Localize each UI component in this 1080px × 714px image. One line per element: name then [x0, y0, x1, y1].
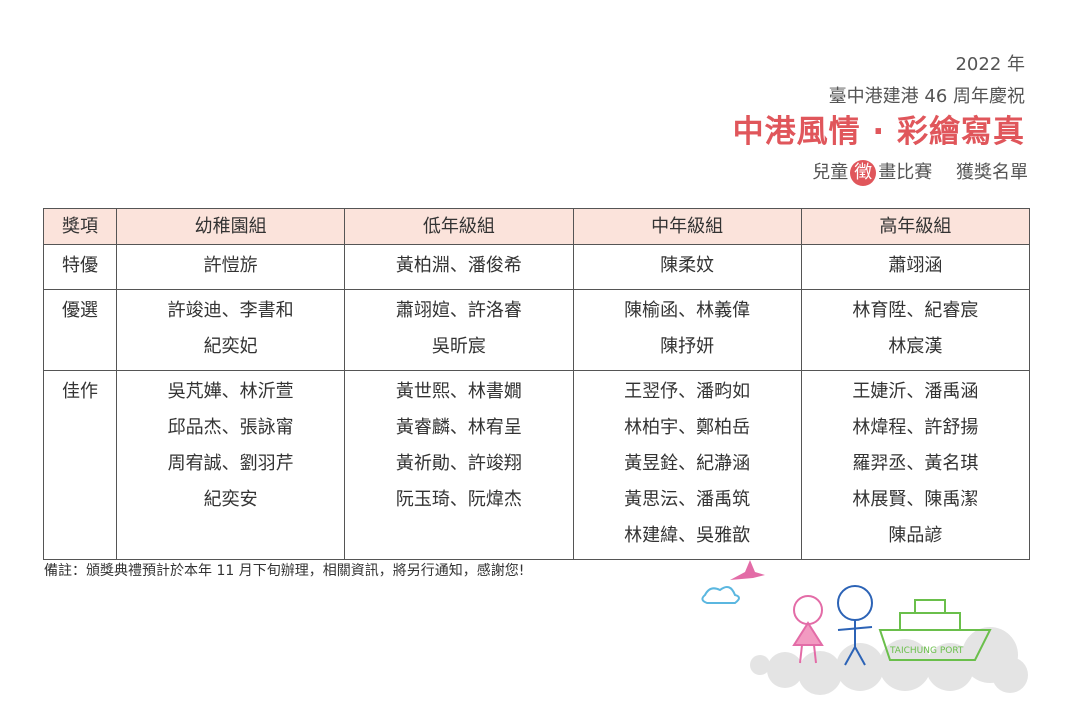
event-prefix: 兒童: [812, 162, 849, 183]
winner-names: 陳品諺: [888, 525, 943, 546]
winner-names: 許竣迪、李書和: [167, 300, 294, 321]
winner-cell: 蕭翊涵: [800, 244, 1031, 290]
winner-cell: 吳芃嬅、林沂萱 邱品杰、張詠甯 周宥誠、劉羽芹 紀奕安: [115, 370, 346, 560]
winner-cell: 蕭翊媗、許洛睿 吳昕宸: [344, 289, 574, 371]
winner-names: 許愷旂: [203, 255, 258, 276]
award-table: 獎項 幼稚園組 低年級組 中年級組 高年級組 特優 許愷旂 黃柏淵、潘俊希 陳柔妏 蕭翊涵 優選許…: [43, 208, 1031, 560]
winner-names: 林煒程、許舒揚: [852, 417, 979, 438]
winner-names: 黃睿麟、林宥呈: [395, 417, 522, 438]
winner-names: 王婕沂、潘禹涵: [852, 381, 979, 402]
winner-cell: 許愷旂: [115, 244, 346, 290]
note: 備註：頒獎典禮預計於本年 11 月下旬辦理，相關資訊，將另行通知，感謝您!: [44, 563, 525, 579]
table-row: 優選 許竣迪、李書和 紀奕妃 蕭翊媗、許洛睿 吳昕宸 陳榆函、林義偉 陳抒妍 林育陞、紀睿宸林…: [43, 289, 1031, 371]
winner-cell: 陳榆函、林義偉 陳抒妍: [572, 289, 802, 371]
award-cell: 佳作: [43, 370, 117, 560]
winner-names: 王翌伃、潘畇如: [624, 381, 751, 402]
winner-cell: 陳柔妏: [572, 244, 802, 290]
winner-names: 蕭翊涵: [888, 255, 943, 276]
winner-names: 邱品杰、張詠甯: [167, 417, 294, 438]
list-label: 獲獎名單: [956, 162, 1028, 183]
event-suffix: 畫比賽: [878, 162, 933, 183]
table-body: 特優 許愷旂 黃柏淵、潘俊希 陳柔妏 蕭翊涵 優選 許竣迪、李書和 紀奕妃 蕭翊媗、許洛睿 吳昕宸…: [43, 244, 1031, 560]
header-row: 獎項 幼稚園組 低年級組 中年級組 高年級組: [43, 208, 1031, 245]
winner-names: 林育陞、紀睿宸: [852, 300, 979, 321]
illustration-label: TAICHUNG PORT: [889, 646, 964, 656]
winner-cell: 黃柏淵、潘俊希: [344, 244, 574, 290]
winner-cell: 王婕沂、潘禹涵 林煒程、許舒揚 羅羿丞、黃名琪 林展賢、陳禹潔 陳品諺: [800, 370, 1031, 560]
title: 中港風情 · 彩繪寫真: [732, 114, 1025, 150]
winner-names: 阮玉琦、阮煒杰: [395, 489, 522, 510]
winner-names: 紀奕妃: [203, 336, 258, 357]
winner-names: 林展賢、陳禹潔: [852, 489, 979, 510]
winner-names: 林柏宇、鄭柏岳: [624, 417, 751, 438]
year: 2022 年: [955, 54, 1025, 75]
event-line: 兒童徵畫比賽 獲獎名單: [812, 158, 1028, 186]
winner-names: 吳芃嬅、林沂萱: [167, 381, 294, 402]
winner-names: 紀奕安: [203, 489, 258, 510]
winner-names: 陳榆函、林義偉: [624, 300, 751, 321]
award-cell: 優選: [43, 289, 117, 371]
winner-names: 陳柔妏: [660, 255, 715, 276]
table-row: 特優 許愷旂 黃柏淵、潘俊希 陳柔妏 蕭翊涵: [43, 244, 1031, 290]
winner-names: 吳昕宸: [431, 336, 486, 357]
subtitle: 臺中港建港 46 周年慶祝: [828, 86, 1025, 107]
winner-cell: 許竣迪、李書和 紀奕妃: [115, 289, 346, 371]
winner-names: 林建緯、吳雅歆: [624, 525, 751, 546]
winner-names: 蕭翊媗、許洛睿: [395, 300, 522, 321]
event-badge: 徵: [850, 160, 877, 186]
award-cell: 特優: [43, 244, 117, 290]
column-header: 低年級組: [344, 208, 574, 245]
column-header: 高年級組: [800, 208, 1031, 245]
column-header: 幼稚園組: [115, 208, 346, 245]
winner-names: 黃思沄、潘禹筑: [624, 489, 751, 510]
column-header: 中年級組: [572, 208, 802, 245]
illustration: TAICHUNG PORT: [701, 560, 1028, 695]
winner-names: 黃柏淵、潘俊希: [395, 255, 522, 276]
column-header: 獎項: [43, 208, 117, 245]
winner-names: 林宸漢: [888, 336, 943, 357]
winner-cell: 林育陞、紀睿宸 林宸漢: [800, 289, 1031, 371]
winner-names: 黃昱銓、紀瀞涵: [624, 453, 751, 474]
winner-names: 黃祈勛、許竣翔: [395, 453, 522, 474]
winner-names: 周宥誠、劉羽芹: [167, 453, 294, 474]
winner-names: 陳抒妍: [660, 336, 715, 357]
winner-cell: 王翌伃、潘畇如 林柏宇、鄭柏岳 黃昱銓、紀瀞涵 黃思沄、潘禹筑 林建緯、吳雅歆: [572, 370, 802, 560]
winner-cell: 黃世熙、林書嫺 黃睿麟、林宥呈 黃祈勛、許竣翔 阮玉琦、阮煒杰: [344, 370, 574, 560]
table-row: 佳作 吳芃嬅、林沂萱 邱品杰、張詠甯 周宥誠、劉羽芹 紀奕安 黃世熙、林書嫺 黃睿麟、林宥呈…: [43, 370, 1031, 560]
winner-names: 黃世熙、林書嫺: [395, 381, 522, 402]
winner-names: 羅羿丞、黃名琪: [852, 453, 979, 474]
